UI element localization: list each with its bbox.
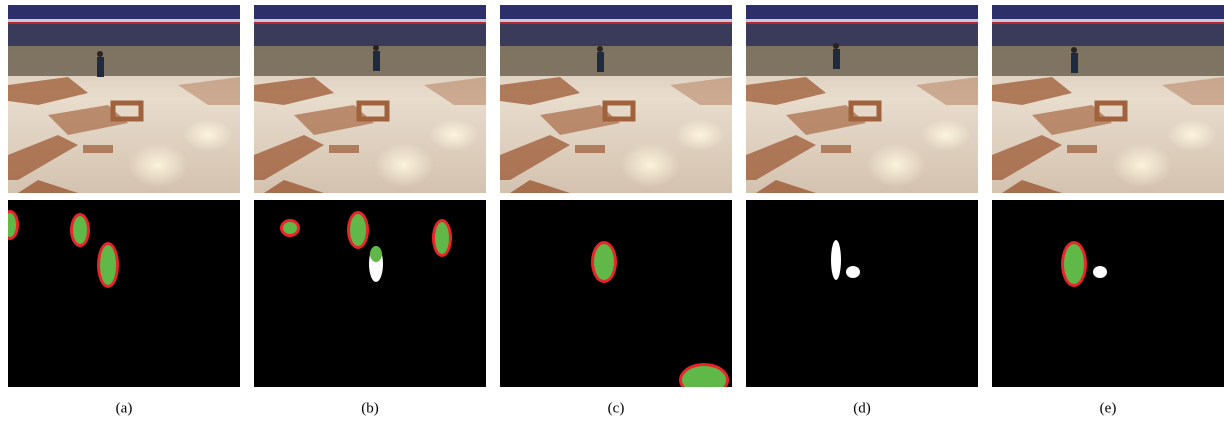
true-positive-region [435, 222, 449, 254]
panel-caption: (c) [608, 400, 625, 416]
missed-region [846, 266, 860, 278]
segmentation-mask [254, 200, 486, 387]
person-head [597, 46, 603, 52]
mask-background [992, 200, 1224, 387]
segmentation-mask [500, 200, 732, 387]
frame-image [992, 5, 1224, 193]
frame-image [746, 5, 978, 193]
mask-blobs [591, 241, 729, 387]
person-head [97, 51, 103, 57]
true-positive-region [682, 366, 726, 387]
panel-caption: (b) [361, 400, 379, 416]
video-frame [500, 5, 732, 193]
true-positive-region [8, 213, 16, 237]
mask-blobs [280, 211, 452, 282]
frame-image [254, 5, 486, 193]
mask-blobs [8, 210, 119, 288]
panel-caption: (d) [853, 400, 871, 416]
segmentation-mask [992, 200, 1224, 387]
video-frame [746, 5, 978, 193]
true-positive-region [370, 246, 382, 262]
video-frame [8, 5, 240, 193]
mask-blobs [1061, 241, 1107, 287]
person-head [1071, 47, 1077, 53]
person-head [373, 45, 379, 51]
missed-region [1093, 266, 1107, 278]
frame-image [500, 5, 732, 193]
true-positive-region [1064, 244, 1084, 284]
true-positive-region [100, 245, 116, 285]
person [833, 49, 840, 69]
person [1071, 53, 1078, 73]
mask-background [746, 200, 978, 387]
mask-background [500, 200, 732, 387]
mask-blobs [831, 240, 860, 280]
true-positive-region [283, 222, 297, 234]
video-frame [254, 5, 486, 193]
frame-image [8, 5, 240, 193]
mask-background [8, 200, 240, 387]
person [597, 52, 604, 72]
segmentation-mask [746, 200, 978, 387]
panel-caption: (a) [116, 400, 133, 416]
person-head [833, 43, 839, 49]
person [373, 51, 380, 71]
panel-caption: (e) [1100, 400, 1117, 416]
person [97, 57, 104, 77]
true-positive-region [350, 214, 366, 246]
segmentation-mask [8, 200, 240, 387]
true-positive-region [73, 216, 87, 244]
missed-region [831, 240, 841, 280]
true-positive-region [594, 244, 614, 280]
video-frame [992, 5, 1224, 193]
